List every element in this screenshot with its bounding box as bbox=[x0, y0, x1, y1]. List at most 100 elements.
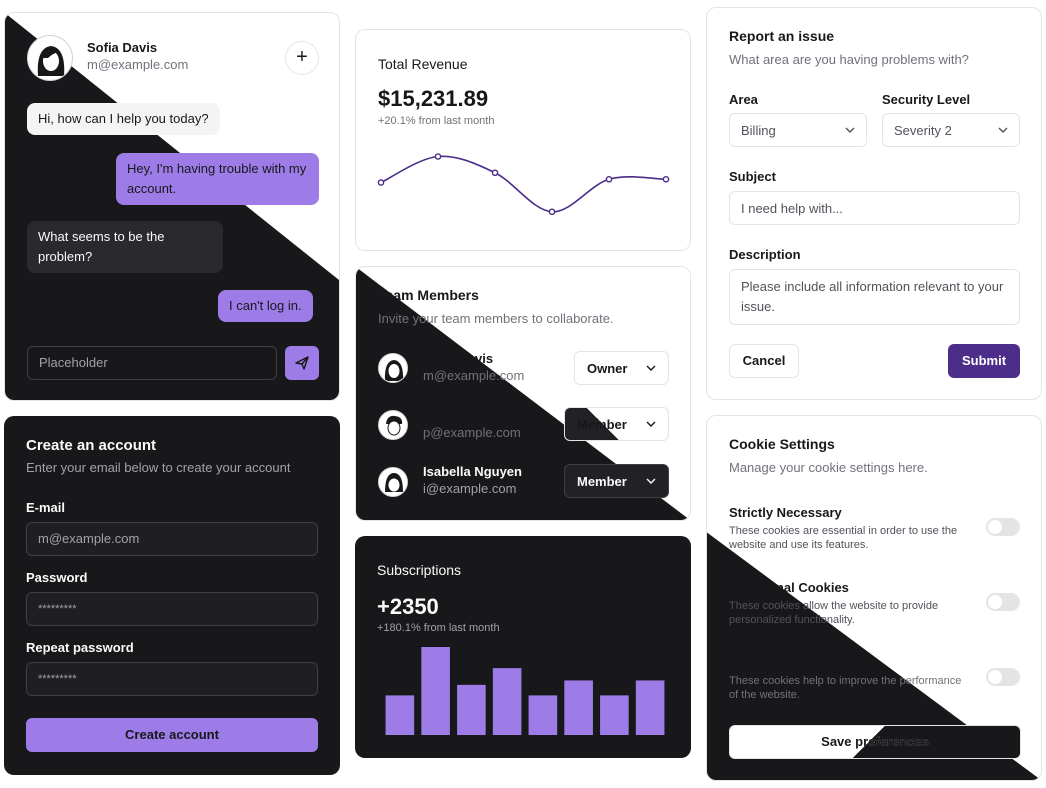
create-account-title: Create an account bbox=[26, 437, 157, 454]
subject-input[interactable]: I need help with... bbox=[729, 191, 1020, 225]
subscriptions-bar bbox=[528, 695, 558, 735]
revenue-series-line bbox=[380, 155, 667, 213]
revenue-delta: +20.1% from last month bbox=[378, 115, 495, 127]
chat-user-email: m@example.com bbox=[87, 57, 189, 72]
subscriptions-value: +2350 bbox=[377, 594, 439, 619]
cookie-settings-card: Cookie Settings Manage your cookie setti… bbox=[706, 415, 1042, 781]
email-field[interactable]: m@example.com bbox=[26, 522, 318, 556]
cookie-item-desc: These cookies allow the website to provi… bbox=[729, 600, 939, 626]
chevron-down-icon bbox=[845, 127, 855, 133]
cancel-button[interactable]: Cancel bbox=[729, 344, 799, 378]
subscriptions-bar bbox=[492, 668, 522, 735]
strictly-necessary-toggle[interactable] bbox=[986, 518, 1020, 536]
message-agent: Hi, how can I help you today? bbox=[27, 103, 220, 135]
member-email: m@example.com bbox=[423, 368, 525, 383]
description-textarea[interactable]: Please include all information relevant … bbox=[729, 269, 1020, 325]
chat-message-input[interactable]: Placeholder bbox=[27, 346, 277, 380]
member-email: p@example.com bbox=[423, 425, 521, 440]
report-title: Report an issue bbox=[729, 28, 835, 44]
subscriptions-delta: +180.1% from last month bbox=[377, 622, 500, 634]
revenue-line-chart bbox=[377, 153, 670, 216]
password-field[interactable]: ********* bbox=[26, 592, 318, 626]
subject-label: Subject bbox=[729, 169, 776, 184]
security-level-value: Severity 2 bbox=[894, 122, 952, 138]
cookie-item-title: Functional Cookies bbox=[729, 580, 849, 595]
revenue-data-point bbox=[605, 175, 613, 183]
cookie-item-desc: These cookies are essential in order to … bbox=[729, 525, 958, 551]
create-account-button[interactable]: Create account bbox=[26, 718, 318, 752]
member-avatar bbox=[378, 467, 408, 497]
chevron-down-icon bbox=[998, 127, 1008, 133]
create-account-subtitle: Enter your email below to create your ac… bbox=[26, 460, 291, 475]
member-name: Isabella Nguyen bbox=[423, 464, 522, 479]
cookie-item-desc: These cookies help to improve the perfor… bbox=[729, 675, 962, 701]
chevron-down-icon bbox=[646, 478, 656, 484]
area-label: Area bbox=[729, 92, 758, 107]
report-issue-card: Report an issue What area are you having… bbox=[706, 7, 1042, 400]
revenue-card: Total Revenue $15,231.89 +20.1% from las… bbox=[355, 29, 691, 251]
message-agent: What seems to be the problem? bbox=[27, 221, 223, 273]
member-email: i@example.com bbox=[423, 481, 517, 496]
subscriptions-bar bbox=[564, 680, 593, 735]
email-label: E-mail bbox=[26, 500, 66, 515]
new-chat-button[interactable]: + bbox=[285, 41, 319, 75]
member-name: Sofia Davis bbox=[423, 351, 494, 366]
create-account-card: Create an account Enter your email below… bbox=[4, 416, 340, 775]
revenue-data-point bbox=[548, 208, 556, 216]
avatar-face-icon bbox=[384, 360, 404, 381]
area-select[interactable]: Billing bbox=[729, 113, 867, 147]
subscriptions-bar bbox=[421, 647, 450, 735]
avatar-face-icon bbox=[37, 46, 65, 76]
security-level-label: Security Level bbox=[882, 92, 971, 107]
role-select[interactable]: Member bbox=[564, 407, 669, 441]
message-user: I can't log in. bbox=[218, 290, 313, 322]
save-preferences-button[interactable]: Save preferences bbox=[729, 725, 1021, 759]
subscriptions-bar-chart bbox=[385, 647, 665, 735]
role-value: Owner bbox=[587, 360, 628, 376]
avatar[interactable] bbox=[27, 35, 73, 81]
chat-user-name: Sofia Davis bbox=[87, 40, 158, 55]
security-level-select[interactable]: Severity 2 bbox=[882, 113, 1020, 147]
description-label: Description bbox=[729, 247, 801, 262]
send-button[interactable] bbox=[285, 346, 319, 380]
subscriptions-card: Subscriptions +2350 +180.1% from last mo… bbox=[355, 536, 691, 758]
subscriptions-bar bbox=[457, 684, 486, 735]
avatar-face-icon bbox=[385, 473, 403, 492]
role-select[interactable]: Member bbox=[564, 464, 669, 498]
role-value: Member bbox=[577, 416, 627, 432]
send-icon bbox=[295, 356, 309, 370]
subject-placeholder: I need help with... bbox=[741, 200, 843, 216]
performance-cookies-toggle[interactable] bbox=[986, 668, 1020, 686]
cookie-item-title: Performance Cookies bbox=[729, 655, 863, 670]
subscriptions-bar bbox=[385, 695, 415, 735]
repeat-password-field[interactable]: ********* bbox=[26, 662, 318, 696]
chevron-down-icon bbox=[646, 421, 656, 427]
submit-button[interactable]: Submit bbox=[948, 344, 1020, 378]
subscriptions-bar bbox=[600, 695, 629, 735]
description-placeholder: Please include all information relevant … bbox=[741, 279, 1004, 314]
cookie-item-title: Strictly Necessary bbox=[729, 505, 842, 520]
team-title: Team Members bbox=[378, 287, 479, 303]
repeat-password-label: Repeat password bbox=[26, 640, 134, 655]
report-subtitle: What area are you having problems with? bbox=[729, 52, 969, 67]
message-user: Hey, I'm having trouble with my account. bbox=[116, 153, 319, 205]
cookies-title: Cookie Settings bbox=[729, 436, 835, 452]
subscriptions-title: Subscriptions bbox=[377, 562, 462, 578]
role-select[interactable]: Owner bbox=[574, 351, 669, 385]
team-members-card: Team Members Invite your team members to… bbox=[355, 266, 691, 521]
revenue-title: Total Revenue bbox=[378, 56, 468, 72]
cookies-subtitle: Manage your cookie settings here. bbox=[729, 460, 928, 475]
team-subtitle: Invite your team members to collaborate. bbox=[378, 311, 614, 326]
member-avatar bbox=[378, 410, 408, 440]
functional-cookies-toggle[interactable] bbox=[986, 593, 1020, 611]
revenue-data-point bbox=[491, 169, 499, 177]
chevron-down-icon bbox=[646, 365, 656, 371]
member-name: Jackson Lee bbox=[423, 408, 502, 423]
member-avatar bbox=[378, 353, 408, 383]
avatar-face-icon bbox=[386, 415, 403, 436]
save-preferences-label: Save preferences bbox=[821, 734, 929, 749]
revenue-data-point bbox=[434, 153, 442, 160]
password-label: Password bbox=[26, 570, 88, 585]
subscriptions-bar bbox=[635, 680, 665, 735]
role-value: Member bbox=[577, 473, 627, 489]
